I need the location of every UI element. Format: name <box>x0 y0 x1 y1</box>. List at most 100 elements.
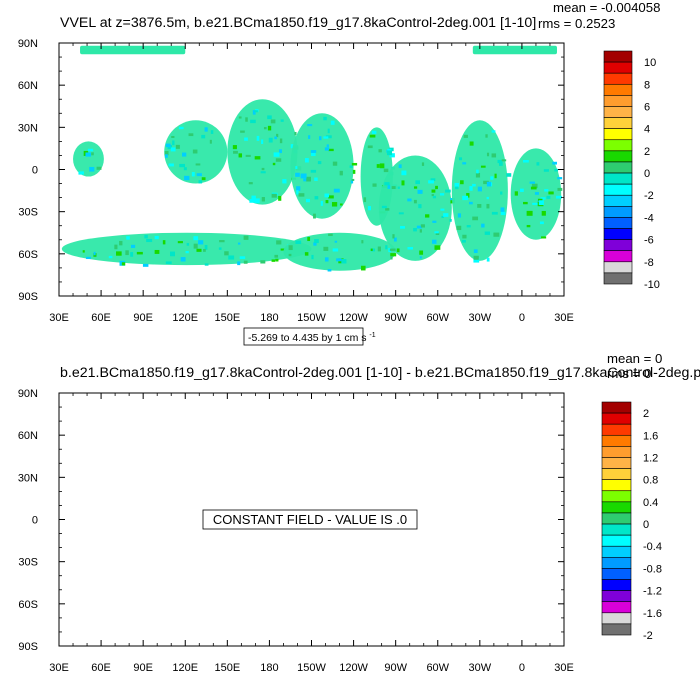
field-cell <box>93 251 96 256</box>
x-tick-label: 180 <box>260 312 278 324</box>
field-cell <box>267 115 272 120</box>
field-cell <box>168 163 174 167</box>
field-cell <box>305 176 311 182</box>
field-cell <box>182 152 187 157</box>
colorbar-swatch <box>603 172 633 185</box>
field-cell <box>419 256 422 259</box>
field-cell <box>179 163 186 168</box>
field-cell <box>341 259 347 264</box>
field-cell <box>91 152 94 156</box>
field-cell <box>349 165 353 168</box>
colorbar-label: 0.8 <box>643 475 658 487</box>
colorbar-label: -1.2 <box>643 586 662 598</box>
colorbar-swatch <box>601 545 632 558</box>
colorbar-swatch <box>601 557 632 569</box>
x-tick-label: 120E <box>172 312 198 324</box>
field-cell <box>288 245 293 251</box>
panel-top-title: VVEL at z=3876.5m, b.e21.BCma1850.f19_g1… <box>60 15 536 31</box>
field-cell <box>270 119 276 124</box>
field-cell <box>237 242 241 245</box>
y-tick-label: 90N <box>18 388 38 400</box>
field-cell <box>473 249 478 253</box>
field-cell <box>114 244 118 250</box>
field-cell <box>165 261 172 264</box>
field-cell <box>82 250 85 253</box>
field-cell <box>323 246 329 251</box>
colorbar-label: -0.4 <box>643 541 662 553</box>
field-cell <box>494 173 497 179</box>
field-cell <box>383 168 389 173</box>
colorbar-swatch <box>603 228 633 240</box>
y-tick-label: 30S <box>18 557 38 569</box>
y-tick-label: 0 <box>32 165 38 177</box>
y-tick-label: 60S <box>18 249 38 261</box>
field-cell <box>164 151 169 156</box>
field-cell <box>170 251 176 257</box>
field-cell <box>330 120 335 125</box>
panel-top: VVEL at z=3876.5m, b.e21.BCma1850.f19_g1… <box>18 0 660 346</box>
field-cell <box>432 195 437 199</box>
field-cell <box>186 242 190 246</box>
field-cell <box>332 161 338 166</box>
field-cell <box>85 152 92 157</box>
x-tick-label: 30E <box>49 662 69 674</box>
panel-bottom-mean: mean = 0 <box>607 351 662 366</box>
field-cell <box>352 169 356 174</box>
colorbar-swatch <box>601 434 632 447</box>
field-cell <box>272 162 276 166</box>
field-cell <box>546 195 551 199</box>
field-cell <box>154 249 160 254</box>
field-cell <box>526 210 533 216</box>
x-tick-label: 30W <box>469 312 492 324</box>
field-cell <box>378 149 382 153</box>
field-cell <box>541 210 546 216</box>
field-cell <box>185 250 189 254</box>
field-cell <box>278 149 282 154</box>
field-cell <box>390 253 397 257</box>
field-cell <box>288 253 292 257</box>
field-cell <box>304 158 309 163</box>
field-cell <box>431 189 436 193</box>
colorbar-label: 6 <box>644 101 650 113</box>
field-cell <box>486 257 490 262</box>
x-tick-label: 150E <box>214 662 240 674</box>
x-tick-label: 60E <box>91 662 111 674</box>
field-cell <box>328 233 333 237</box>
field-cell <box>537 198 543 201</box>
field-cell <box>275 158 282 162</box>
field-cell <box>204 127 208 132</box>
field-cell <box>415 180 420 185</box>
field-cell <box>260 260 266 264</box>
field-cell <box>237 261 241 266</box>
colorbar-swatch <box>601 612 632 625</box>
colorbar-swatch <box>603 206 633 218</box>
field-cell <box>407 247 413 250</box>
field-cell <box>296 190 299 195</box>
field-cell <box>389 248 396 251</box>
y-axis-labels-bottom: 90N 60N 30N 0 30S 60S 90S <box>18 388 38 653</box>
field-cell <box>491 153 497 158</box>
field-cell <box>454 182 459 188</box>
field-cell <box>534 192 539 195</box>
colorbar-label: 10 <box>644 57 656 69</box>
field-cell <box>398 212 404 215</box>
colorbar-label: 8 <box>644 79 650 91</box>
colorbar-label: -6 <box>644 235 654 247</box>
x-tick-label: 30E <box>49 312 69 324</box>
colorbar-label: 1.2 <box>643 452 658 464</box>
field-cell <box>304 252 309 256</box>
field-cell <box>523 201 528 205</box>
field-cell <box>500 207 505 212</box>
colorbar-swatch <box>601 512 632 525</box>
field-cell <box>363 197 367 203</box>
field-cell <box>326 144 329 148</box>
range-label-text: -5.269 to 4.435 by 1 cm s <box>248 332 366 344</box>
panel-bottom-title: b.e21.BCma1850.f19_g17.8kaControl-2deg.0… <box>60 365 700 381</box>
field-cell <box>393 237 397 242</box>
field-cell <box>178 126 184 130</box>
x-tick-label: 30W <box>469 662 492 674</box>
field-cell <box>328 148 334 152</box>
field-cell <box>541 236 547 239</box>
field-cell <box>232 145 237 150</box>
field-cell <box>493 232 500 237</box>
